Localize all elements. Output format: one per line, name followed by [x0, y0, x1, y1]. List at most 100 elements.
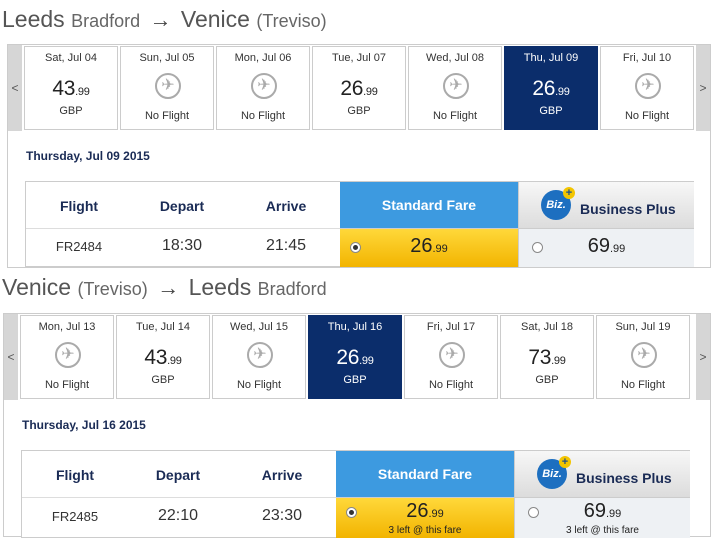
- date-label: Tue, Jul 07: [331, 52, 386, 64]
- date-option[interactable]: Fri, Jul 17 ✈ No Flight: [404, 315, 498, 399]
- chevron-left-icon: <: [11, 81, 19, 95]
- date-label: Mon, Jul 06: [234, 52, 292, 64]
- date-label: Sun, Jul 19: [615, 321, 671, 333]
- destination-city: Venice: [180, 6, 250, 32]
- day-price: 73.99: [528, 346, 566, 369]
- business-plus-label: Business Plus: [580, 201, 676, 217]
- standard-fare-header: Standard Fare: [340, 182, 518, 228]
- no-flight-label: No Flight: [620, 379, 666, 391]
- date-label: Thu, Jul 09: [523, 52, 579, 64]
- next-week-button[interactable]: >: [696, 45, 710, 131]
- route-title: Venice (Treviso) → Leeds Bradford: [2, 274, 327, 301]
- col-arrive-header: Arrive: [265, 198, 307, 214]
- day-price: 26.99: [340, 77, 378, 100]
- origin-city: Venice: [2, 274, 72, 300]
- depart-time: 18:30: [161, 237, 203, 254]
- date-option[interactable]: Sat, Jul 04 43.99 GBP: [24, 46, 118, 130]
- currency-label: GBP: [343, 374, 367, 386]
- fare-panel: < > Sat, Jul 04 43.99 GBP Sun, Jul 05 ✈ No Fl…: [7, 44, 711, 268]
- arrive-time: 21:45: [265, 237, 307, 254]
- no-flight-label: No Flight: [144, 110, 190, 122]
- destination-city: Leeds: [188, 274, 252, 300]
- date-label: Fri, Jul 17: [426, 321, 476, 333]
- route-title: Leeds Bradford → Venice (Treviso): [2, 6, 327, 33]
- date-option[interactable]: Fri, Jul 10 ✈ No Flight: [600, 46, 694, 130]
- radio-icon[interactable]: [346, 507, 357, 518]
- date-option[interactable]: Wed, Jul 15 ✈ No Flight: [212, 315, 306, 399]
- airplane-icon: ✈: [631, 342, 657, 368]
- business-plus-option[interactable]: 69.99: [518, 228, 694, 267]
- standard-fare-price: 26.99: [406, 500, 444, 522]
- business-plus-label: Business Plus: [576, 470, 672, 486]
- standard-fare-header: Standard Fare: [336, 451, 514, 497]
- standard-fare-option[interactable]: 26.99: [340, 228, 518, 267]
- origin-city: Leeds: [2, 6, 65, 32]
- date-option[interactable]: Thu, Jul 16 26.99 GBP: [308, 315, 402, 399]
- date-label: Sat, Jul 04: [45, 52, 97, 64]
- date-option[interactable]: Tue, Jul 07 26.99 GBP: [312, 46, 406, 130]
- prev-week-button[interactable]: <: [4, 314, 18, 400]
- no-flight-label: No Flight: [432, 110, 478, 122]
- business-plus-price: 69.99: [587, 235, 626, 257]
- date-option[interactable]: Sat, Jul 18 73.99 GBP: [500, 315, 594, 399]
- origin-subtitle: Bradford: [71, 11, 141, 31]
- next-week-button[interactable]: >: [696, 314, 710, 400]
- date-option[interactable]: Sun, Jul 19 ✈ No Flight: [596, 315, 690, 399]
- no-flight-label: No Flight: [428, 379, 474, 391]
- no-flight-label: No Flight: [44, 379, 90, 391]
- date-option[interactable]: Tue, Jul 14 43.99 GBP: [116, 315, 210, 399]
- airplane-icon: ✈: [439, 342, 465, 368]
- fare-panel: < > Mon, Jul 13 ✈ No Flight Tue, Jul 14 43.9…: [3, 313, 711, 538]
- business-plus-option[interactable]: 69.99 3 left @ this fare: [514, 497, 690, 538]
- date-option[interactable]: Thu, Jul 09 26.99 GBP: [504, 46, 598, 130]
- col-flight-header: Flight: [59, 198, 99, 214]
- destination-subtitle: (Treviso): [256, 11, 327, 31]
- origin-subtitle: (Treviso): [77, 279, 148, 299]
- day-price: 43.99: [144, 346, 182, 369]
- day-price: 26.99: [532, 77, 570, 100]
- no-flight-label: No Flight: [240, 110, 286, 122]
- standard-fare-option[interactable]: 26.99 3 left @ this fare: [336, 497, 514, 538]
- radio-icon[interactable]: [350, 242, 361, 253]
- business-plus-header: Biz. + Business Plus: [514, 451, 690, 497]
- airplane-icon: ✈: [155, 73, 181, 99]
- selected-date-heading: Thursday, Jul 16 2015: [22, 418, 146, 432]
- date-option[interactable]: Mon, Jul 06 ✈ No Flight: [216, 46, 310, 130]
- inbound-section: Venice (Treviso) → Leeds Bradford < > Mo…: [0, 268, 717, 538]
- airplane-icon: ✈: [635, 73, 661, 99]
- no-flight-label: No Flight: [236, 379, 282, 391]
- flight-table: Flight Depart Arrive Standard Fare Biz. …: [25, 181, 694, 267]
- plus-icon: +: [559, 456, 571, 468]
- business-plus-header: Biz. + Business Plus: [518, 182, 694, 228]
- route-arrow-icon: →: [157, 275, 180, 300]
- seats-left-note: 3 left @ this fare: [388, 525, 462, 536]
- date-label: Sat, Jul 18: [521, 321, 573, 333]
- row-divider: [22, 497, 336, 498]
- radio-icon[interactable]: [528, 507, 539, 518]
- selected-date-heading: Thursday, Jul 09 2015: [26, 149, 150, 163]
- date-option[interactable]: Sun, Jul 05 ✈ No Flight: [120, 46, 214, 130]
- flight-table: Flight Depart Arrive Standard Fare Biz. …: [21, 450, 690, 538]
- prev-week-button[interactable]: <: [8, 45, 22, 131]
- chevron-right-icon: >: [699, 350, 707, 364]
- day-price: 43.99: [52, 77, 90, 100]
- business-plus-price: 69.99: [583, 500, 622, 522]
- col-depart-header: Depart: [159, 198, 205, 214]
- date-label: Wed, Jul 08: [426, 52, 484, 64]
- radio-icon[interactable]: [532, 242, 543, 253]
- outbound-section: Leeds Bradford → Venice (Treviso) < > Sa…: [0, 0, 717, 268]
- date-option[interactable]: Mon, Jul 13 ✈ No Flight: [20, 315, 114, 399]
- airplane-icon: ✈: [247, 342, 273, 368]
- flight-number: FR2484: [55, 239, 103, 254]
- date-label: Mon, Jul 13: [38, 321, 96, 333]
- col-depart-header: Depart: [155, 467, 201, 483]
- standard-fare-price: 26.99: [410, 235, 448, 257]
- airplane-icon: ✈: [251, 73, 277, 99]
- date-label: Thu, Jul 16: [327, 321, 383, 333]
- date-option[interactable]: Wed, Jul 08 ✈ No Flight: [408, 46, 502, 130]
- col-arrive-header: Arrive: [261, 467, 303, 483]
- currency-label: GBP: [535, 374, 559, 386]
- no-flight-label: No Flight: [624, 110, 670, 122]
- chevron-left-icon: <: [7, 350, 15, 364]
- date-label: Wed, Jul 15: [230, 321, 288, 333]
